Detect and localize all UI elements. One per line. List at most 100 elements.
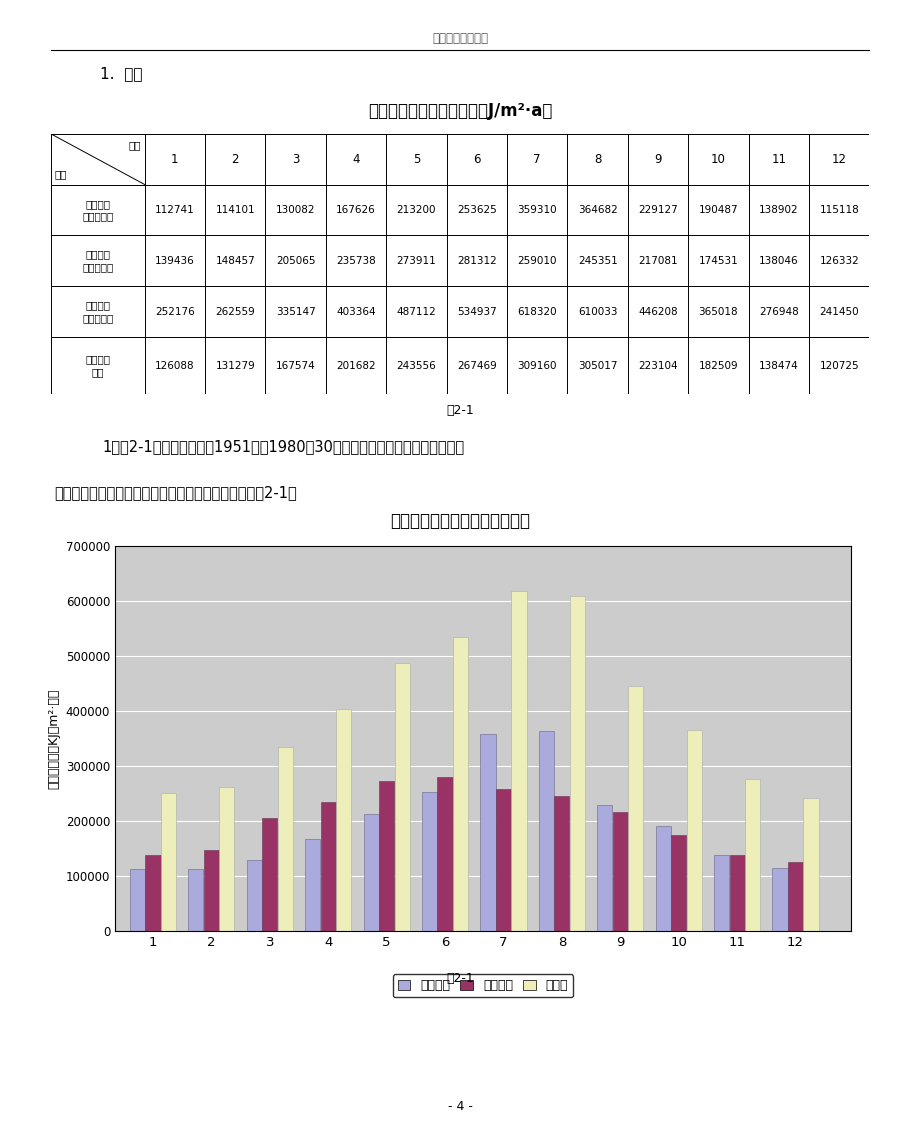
Text: 8: 8 — [594, 153, 601, 165]
Text: 205065: 205065 — [276, 256, 315, 266]
Text: 610033: 610033 — [577, 307, 617, 316]
Text: 6: 6 — [472, 153, 480, 165]
Bar — [569, 596, 584, 931]
Y-axis label: 辐射通量／［KJ／m²·月］: 辐射通量／［KJ／m²·月］ — [47, 689, 60, 789]
Bar — [422, 792, 437, 931]
Text: 114101: 114101 — [215, 205, 255, 215]
Text: 241450: 241450 — [819, 307, 858, 316]
Text: 267469: 267469 — [457, 360, 496, 370]
Text: 130082: 130082 — [276, 205, 315, 215]
Text: 图2-1: 图2-1 — [446, 972, 473, 986]
Text: 112741: 112741 — [155, 205, 195, 215]
Bar — [379, 781, 393, 931]
Text: 229127: 229127 — [638, 205, 677, 215]
Text: 11: 11 — [770, 153, 786, 165]
Text: 148457: 148457 — [215, 256, 255, 266]
Text: 213200: 213200 — [396, 205, 436, 215]
Text: 167626: 167626 — [335, 205, 376, 215]
Bar — [539, 731, 553, 931]
Text: 201682: 201682 — [336, 360, 376, 370]
Text: 散射辐射
平均月总量: 散射辐射 平均月总量 — [82, 249, 113, 272]
Text: 139436: 139436 — [155, 256, 195, 266]
Text: - 4 -: - 4 - — [447, 1100, 472, 1114]
Text: 126332: 126332 — [819, 256, 858, 266]
Text: 10: 10 — [710, 153, 725, 165]
Bar — [802, 799, 818, 931]
Text: 243556: 243556 — [396, 360, 436, 370]
Bar — [553, 796, 569, 931]
Text: 403364: 403364 — [336, 307, 376, 316]
Text: 182509: 182509 — [698, 360, 737, 370]
Bar — [305, 840, 320, 931]
Bar — [335, 709, 351, 931]
Text: 12: 12 — [831, 153, 845, 165]
Text: 309160: 309160 — [516, 360, 556, 370]
Text: 3: 3 — [291, 153, 299, 165]
Bar — [596, 806, 612, 931]
Text: 262559: 262559 — [215, 307, 255, 316]
Bar — [204, 850, 219, 931]
Text: 223104: 223104 — [638, 360, 677, 370]
Bar — [145, 854, 161, 931]
Text: 335147: 335147 — [276, 307, 315, 316]
Text: 射平均值和总辐射平均值。根据该表作太阳辐射直方图2-1。: 射平均值和总辐射平均值。根据该表作太阳辐射直方图2-1。 — [54, 485, 297, 500]
Text: 9: 9 — [653, 153, 661, 165]
Bar — [787, 862, 802, 931]
Bar — [713, 855, 729, 931]
Bar — [686, 731, 701, 931]
Bar — [320, 801, 335, 931]
Text: 138046: 138046 — [758, 256, 798, 266]
Text: 138902: 138902 — [758, 205, 798, 215]
Text: 305017: 305017 — [577, 360, 617, 370]
Text: 120725: 120725 — [819, 360, 858, 370]
Text: 487112: 487112 — [396, 307, 436, 316]
Text: 光合有效
辐射: 光合有效 辐射 — [85, 355, 110, 377]
Bar — [437, 776, 452, 931]
Text: 174531: 174531 — [698, 256, 737, 266]
Bar — [452, 637, 468, 931]
Text: 138474: 138474 — [758, 360, 798, 370]
Text: 245351: 245351 — [577, 256, 617, 266]
Bar — [394, 663, 409, 931]
Text: 太阳辐射、光合有效辐射直方图: 太阳辐射、光合有效辐射直方图 — [390, 512, 529, 529]
Text: 直接辐射
平均月总量: 直接辐射 平均月总量 — [82, 198, 113, 221]
Text: 4: 4 — [352, 153, 359, 165]
Bar — [363, 813, 379, 931]
Bar — [161, 793, 176, 931]
Bar — [511, 591, 526, 931]
Text: 辐射: 辐射 — [54, 169, 67, 179]
Bar — [628, 685, 642, 931]
Text: 364682: 364682 — [577, 205, 617, 215]
Text: 359310: 359310 — [516, 205, 557, 215]
Text: 1.  辐射: 1. 辐射 — [100, 66, 142, 82]
Bar — [262, 818, 278, 931]
Bar — [744, 778, 759, 931]
Bar — [670, 835, 686, 931]
Text: 259010: 259010 — [516, 256, 556, 266]
Text: 252176: 252176 — [155, 307, 195, 316]
Text: 365018: 365018 — [698, 307, 737, 316]
Text: 7: 7 — [533, 153, 540, 165]
Text: 115118: 115118 — [819, 205, 858, 215]
Text: 月份: 月份 — [128, 140, 141, 151]
Text: 281312: 281312 — [457, 256, 496, 266]
Bar — [246, 860, 262, 931]
Text: 太阳辐射
平均月总量: 太阳辐射 平均月总量 — [82, 300, 113, 323]
Bar — [655, 826, 670, 931]
Bar — [130, 869, 145, 931]
Bar — [480, 733, 495, 931]
Bar — [188, 869, 203, 931]
Text: 618320: 618320 — [516, 307, 557, 316]
Text: 5: 5 — [413, 153, 420, 165]
Text: 276948: 276948 — [758, 307, 798, 316]
Text: 武汉市累年太阳辐射状况（J/m²·a）: 武汉市累年太阳辐射状况（J/m²·a） — [368, 102, 551, 120]
Text: 190487: 190487 — [698, 205, 737, 215]
Bar — [612, 812, 627, 931]
Text: 131279: 131279 — [215, 360, 255, 370]
Text: 126088: 126088 — [155, 360, 195, 370]
Legend: 直接辐射, 散射辐射, 总辐射: 直接辐射, 散射辐射, 总辐射 — [392, 974, 573, 997]
Text: 446208: 446208 — [638, 307, 677, 316]
Text: 253625: 253625 — [457, 205, 496, 215]
Text: 武汉农业气候分析: 武汉农业气候分析 — [432, 32, 487, 45]
Text: 235738: 235738 — [335, 256, 376, 266]
